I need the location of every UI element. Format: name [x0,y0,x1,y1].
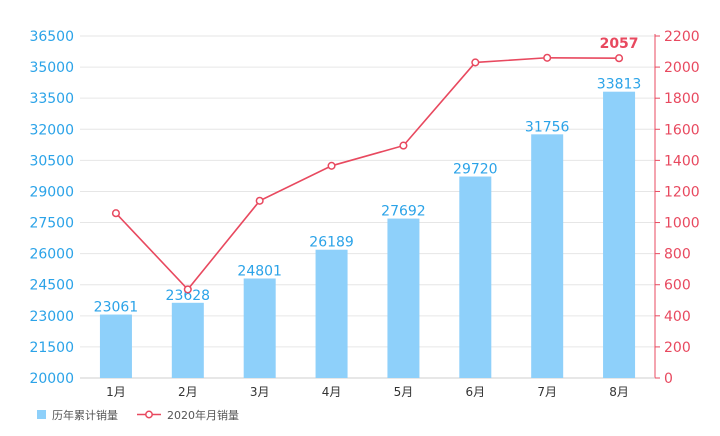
line-point [399,141,408,150]
monthly-line: 2057 [111,36,639,294]
left-axis-ticks: 20000 21500 23000 24500 26000 27500 29000 30500… [29,29,74,387]
bar-value-label: 24801 [237,263,282,279]
x-tick-label: 2月 [178,385,198,399]
right-axis-ticks: 0 200 400 600 800 1000 1200 1400 1600 1800 2000 220… [655,29,700,387]
left-tick-label: 27500 [29,216,74,232]
right-tick-label: 800 [664,247,691,263]
bars [99,91,636,378]
bar-value-label: 26189 [309,235,354,251]
bar-value-label: 23628 [166,288,211,304]
line-point [615,54,624,63]
right-tick-label: 1800 [664,91,700,107]
right-tick-label: 2200 [664,29,700,45]
bar-value-labels: 23061 23628 24801 26189 27692 29720 31756 33813 [94,77,642,316]
left-tick-label: 26000 [29,247,74,263]
left-tick-label: 24500 [29,278,74,294]
bar-value-label: 31756 [525,119,570,135]
left-tick-label: 35000 [29,60,74,76]
right-tick-label: 400 [664,309,691,325]
x-tick-label: 4月 [322,385,342,399]
bar [315,249,348,378]
left-tick-label: 21500 [29,340,74,356]
legend-line-marker [145,410,153,419]
right-tick-label: 1400 [664,153,700,169]
bar [99,314,132,378]
line-last-value-label: 2057 [600,36,639,52]
right-tick-label: 1000 [664,216,700,232]
line-point [327,161,336,170]
left-tick-label: 23000 [29,309,74,325]
left-tick-label: 20000 [29,371,74,387]
right-tick-label: 1200 [664,184,700,200]
bar-value-label: 29720 [453,162,498,178]
left-tick-label: 36500 [29,29,74,45]
bar-value-label: 23061 [94,300,139,316]
bar [459,176,492,378]
line-point [471,58,480,67]
right-tick-label: 1600 [664,122,700,138]
x-tick-label: 7月 [537,385,557,399]
bar-value-label: 33813 [597,77,642,93]
bar-value-label: 27692 [381,204,426,220]
x-tick-label: 1月 [106,385,126,399]
legend: 历年累计销量 2020年月销量 [37,408,239,422]
right-tick-label: 2000 [664,60,700,76]
line-point [255,196,264,205]
x-tick-label: 8月 [609,385,629,399]
line-path [115,56,620,291]
left-tick-label: 33500 [29,91,74,107]
legend-line-label: 2020年月销量 [167,408,239,422]
right-tick-label: 0 [664,371,673,387]
right-tick-label: 600 [664,278,691,294]
bar [243,278,276,378]
line-point [111,209,120,218]
bar [387,218,420,378]
bar [603,91,636,378]
x-tick-label: 5月 [394,385,414,399]
left-tick-label: 30500 [29,153,74,169]
left-tick-label: 29000 [29,184,74,200]
line-point [183,285,192,294]
line-point [543,53,552,62]
legend-bar-label: 历年累计销量 [52,408,118,422]
left-tick-label: 32000 [29,122,74,138]
legend-bar-swatch [37,410,46,419]
x-tick-label: 6月 [465,385,485,399]
x-tick-label: 3月 [250,385,270,399]
bar [531,134,564,378]
right-tick-label: 200 [664,340,691,356]
bar [171,302,204,378]
x-axis-ticks: 1月 2月 3月 4月 5月 6月 7月 8月 [106,385,629,399]
